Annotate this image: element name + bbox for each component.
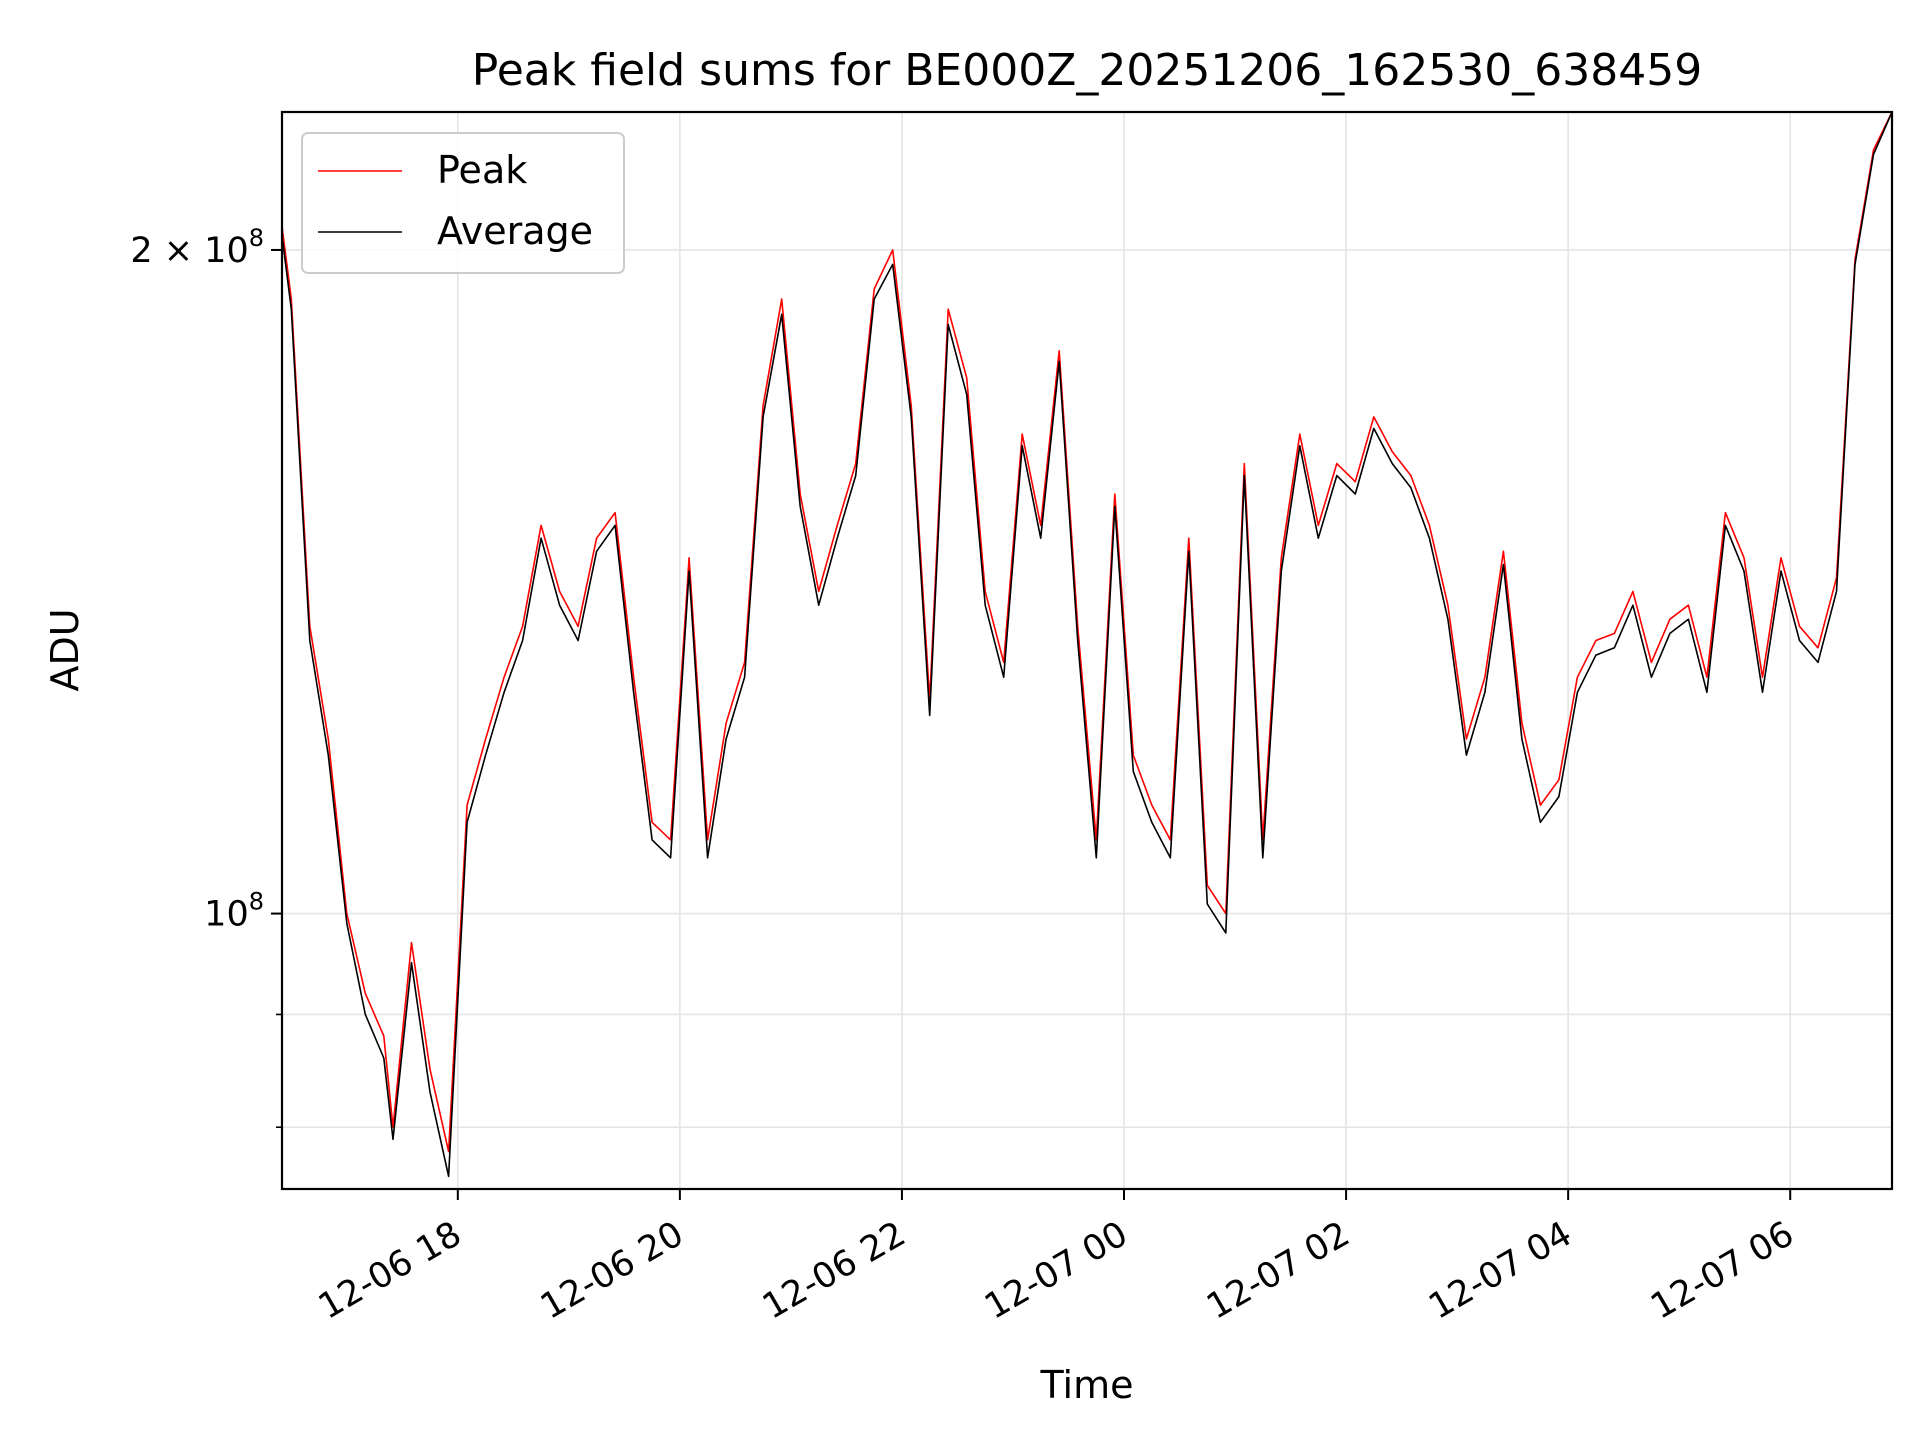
grid <box>282 112 1892 1189</box>
plot-frame <box>280 110 1894 1191</box>
legend: Peak Average <box>301 132 625 274</box>
series-lines <box>282 112 1892 1178</box>
legend-label-average: Average <box>437 209 593 253</box>
chart-title: Peak field sums for BE000Z_20251206_1625… <box>472 45 1702 96</box>
legend-box <box>301 132 625 274</box>
series-line-average <box>282 112 1892 1178</box>
y-tick-label: 2 × 108 <box>130 224 264 271</box>
x-axis-label: Time <box>1040 1363 1134 1407</box>
y-tick-label: 108 <box>204 888 264 935</box>
series-line-peak <box>282 112 1892 1153</box>
y-axis-label: ADU <box>43 608 87 691</box>
legend-label-peak: Peak <box>437 148 527 192</box>
